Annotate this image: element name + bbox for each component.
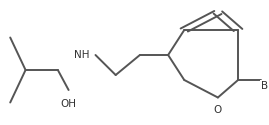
Text: NH: NH (74, 50, 90, 60)
Text: OH: OH (61, 99, 77, 109)
Text: O: O (214, 105, 222, 115)
Text: Br: Br (261, 81, 269, 91)
